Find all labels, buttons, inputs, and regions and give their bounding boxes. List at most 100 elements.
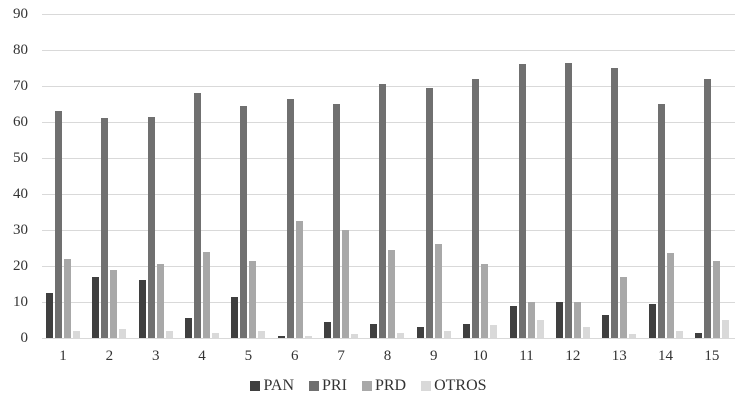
gridline [42,49,735,51]
y-axis-tick-label: 30 [13,222,28,238]
y-axis-tick-label: 0 [20,330,29,346]
bar-prd [573,302,581,338]
bar-pan [324,322,332,338]
x-axis-tick-label: 9 [430,348,438,364]
bar-otros [675,331,683,338]
bar-pan [509,306,517,338]
x-axis-tick-label: 11 [519,348,534,364]
bar-pri [564,63,572,338]
legend-swatch-pri-icon [309,381,320,391]
legend-label: PRD [374,377,407,394]
legend-label: OTROS [434,377,487,394]
bar-pri [472,79,480,338]
legend-item-prd: PRD [361,377,407,395]
bar-pri [55,111,62,338]
bar-otros [258,331,266,338]
bar-pan [46,293,53,338]
bar-pri [703,79,711,338]
bar-otros [536,320,544,338]
x-axis-tick-label: 5 [244,348,253,364]
bar-pan [231,297,239,338]
bar-pri [657,104,665,338]
bar-pri [147,117,155,338]
bar-pan [602,315,610,338]
bar-prd [110,270,118,338]
x-axis-tick-label: 6 [291,348,299,364]
bar-prd [203,252,211,338]
bar-prd [434,244,442,338]
bar-otros [351,334,359,338]
bar-prd [527,302,535,338]
bar-pan [92,277,100,338]
x-axis-tick-label: 3 [151,348,160,364]
bar-pan [416,327,424,338]
x-axis-tick-label: 12 [565,348,581,364]
bar-pri [240,106,248,338]
bar-otros [165,331,173,338]
gridline [42,85,735,87]
y-axis-tick-label: 80 [13,42,28,58]
bar-prd [481,264,489,338]
y-axis-tick-label: 50 [13,150,28,166]
bar-prd [620,277,628,338]
legend-label: PAN [263,377,295,394]
bar-otros [490,325,498,338]
bar-otros [629,334,637,338]
bar-otros [119,329,127,338]
bar-otros [397,333,405,338]
bar-pan [463,324,471,338]
legend-swatch-prd-icon [361,381,372,391]
x-axis-tick-label: 2 [105,348,114,364]
bar-pan [694,333,702,338]
bar-pri [286,99,294,338]
bar-prd [712,261,720,338]
legend-item-otros: OTROS [421,377,487,395]
x-axis-tick-label: 4 [198,348,206,364]
gridline [42,121,735,123]
x-axis-tick-label: 7 [337,348,345,364]
gridline [42,157,735,159]
gridline [42,193,735,195]
bar-pri [379,84,387,338]
legend-label: PRI [322,377,347,394]
bar-pan [555,302,563,338]
gridline [42,229,735,231]
gridline [42,13,735,15]
bar-prd [342,230,350,338]
bar-pri [518,64,526,338]
y-axis-tick-label: 60 [13,114,28,130]
bar-prd [249,261,257,338]
bar-pri [101,118,109,338]
x-axis-tick-label: 13 [611,348,627,364]
gridline [42,337,735,339]
legend-swatch-otros-icon [421,381,432,391]
x-axis-tick-label: 10 [472,348,488,364]
bar-otros [212,333,220,338]
bar-pan [370,324,378,338]
bar-otros [304,336,312,338]
y-axis-tick-label: 70 [13,78,28,94]
x-axis-tick-label: 15 [704,348,720,364]
legend-item-pan: PAN [250,377,294,395]
x-axis-tick-label: 14 [658,348,674,364]
bar-pri [194,93,202,338]
legend-item-pri: PRI [309,377,347,395]
bar-otros [582,327,590,338]
bar-pan [648,304,656,338]
y-axis-tick-label: 10 [13,294,28,310]
bar-prd [64,259,71,338]
bar-pri [425,88,433,338]
bar-prd [295,221,303,338]
bar-prd [156,264,164,338]
x-axis-tick-label: 8 [383,348,392,364]
y-axis-tick-label: 40 [13,186,28,202]
chart-legend: PAN PRI PRD OTROS [0,377,737,395]
y-axis-tick-label: 20 [13,258,28,274]
bar-pri [333,104,341,338]
bar-pan [138,280,146,338]
bar-pan [277,336,285,338]
bar-otros [73,331,80,338]
bar-otros [721,320,729,338]
bar-pan [185,318,193,338]
